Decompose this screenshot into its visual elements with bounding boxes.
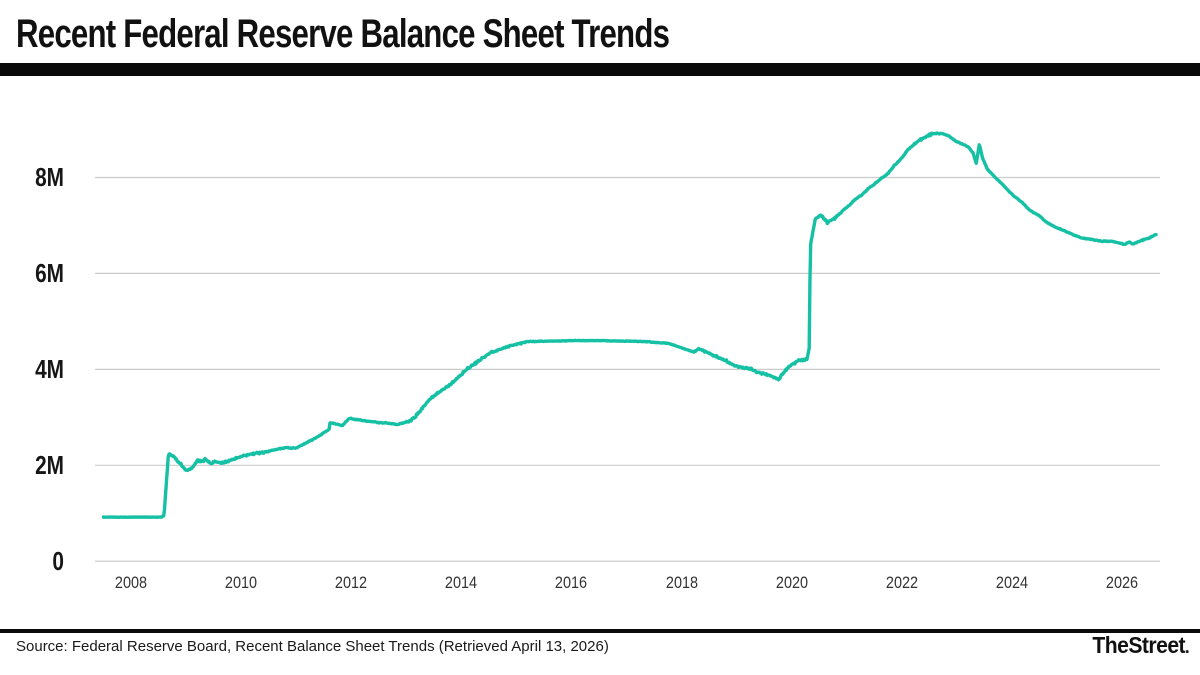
svg-text:0: 0: [52, 547, 64, 576]
svg-text:8M: 8M: [35, 163, 64, 192]
svg-text:2010: 2010: [225, 574, 257, 592]
svg-text:2020: 2020: [776, 574, 808, 592]
svg-text:2014: 2014: [445, 574, 477, 592]
svg-text:2008: 2008: [115, 574, 147, 592]
svg-text:2026: 2026: [1106, 574, 1138, 592]
svg-text:2018: 2018: [666, 574, 698, 592]
svg-text:2022: 2022: [886, 574, 918, 592]
svg-text:2M: 2M: [35, 451, 64, 480]
svg-text:6M: 6M: [35, 259, 64, 288]
svg-text:4M: 4M: [35, 355, 64, 384]
svg-text:2016: 2016: [555, 574, 587, 592]
svg-text:2024: 2024: [996, 574, 1028, 592]
svg-text:2012: 2012: [335, 574, 367, 592]
